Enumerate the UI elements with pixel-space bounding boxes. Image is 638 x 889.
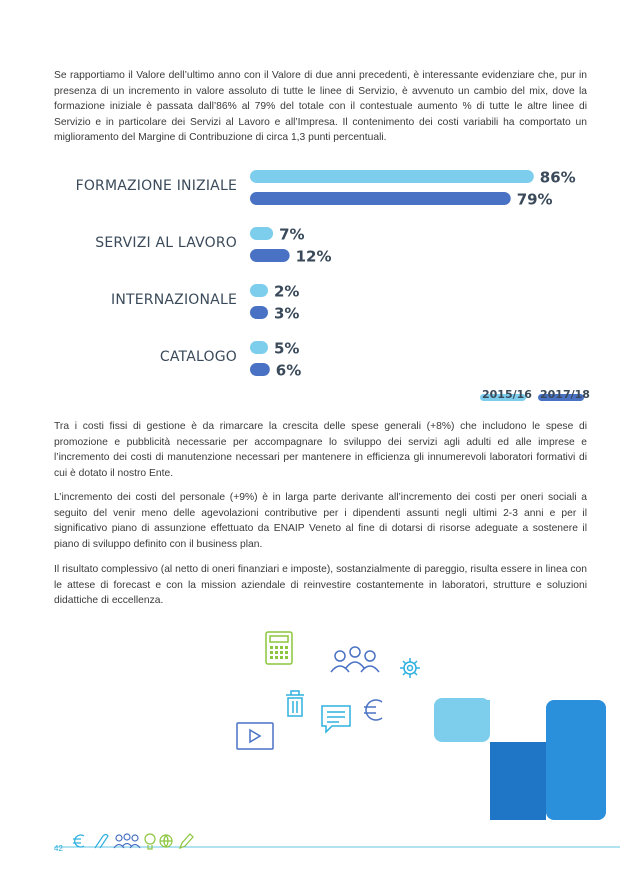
paperclip-icon: [94, 833, 109, 849]
bar-2015-16: [250, 170, 534, 183]
deco-square-light-bottom: [434, 742, 490, 820]
value-label: 12%: [296, 248, 332, 266]
legend-swatch: [480, 394, 526, 401]
value-label: 86%: [540, 169, 576, 187]
category-label: CATALOGO: [160, 349, 237, 365]
trash-icon: [286, 690, 304, 717]
paragraph-personnel-costs: L’incremento dei costi del personale (+9…: [54, 492, 587, 550]
page-number: 42: [54, 844, 63, 853]
value-label: 5%: [274, 340, 299, 358]
bar-chart: FORMAZIONE INIZIALE SERVIZI AL LAVORO INTE…: [76, 169, 590, 401]
play-icon: [236, 722, 274, 750]
value-label: 2%: [274, 283, 299, 301]
legend-label: 2015/16: [482, 388, 532, 401]
value-label: 7%: [279, 226, 304, 244]
people-icon: [113, 833, 141, 849]
legend-label: 2017/18: [540, 388, 590, 401]
category-label: SERVIZI AL LAVORO: [95, 235, 237, 251]
category-label: FORMAZIONE INIZIALE: [76, 178, 237, 194]
bar-2017-18: [250, 363, 270, 376]
legend-swatch: [538, 394, 584, 401]
bar-2017-18: [250, 249, 290, 262]
people-group-icon: [330, 646, 380, 673]
bar-2015-16: [250, 284, 268, 297]
value-label: 3%: [274, 305, 299, 323]
page-footer: 42: [54, 833, 620, 853]
category-label: INTERNAZIONALE: [111, 292, 237, 308]
euro-icon: [364, 699, 383, 721]
deco-square-light-top: [434, 698, 490, 742]
bar-2015-16: [250, 227, 274, 240]
bar-2015-16: [250, 341, 268, 354]
globe-icon: [159, 834, 173, 849]
euro-icon: [73, 834, 85, 848]
paragraph-result: Il risultato complessivo (al netto di on…: [54, 564, 587, 607]
bar-2017-18: [250, 192, 511, 205]
gear-icon: [400, 658, 420, 678]
calculator-icon: [265, 631, 293, 665]
bar-2017-18: [250, 306, 268, 319]
value-label: 6%: [276, 362, 301, 380]
deco-square-dark: [490, 742, 546, 820]
lightbulb-icon: [144, 833, 156, 850]
paragraph-intro: Se rapportiamo il Valore dell’ultimo ann…: [54, 70, 587, 144]
decorative-illustration: [236, 631, 606, 820]
pencil-icon: [178, 833, 194, 850]
value-label: 79%: [517, 191, 553, 209]
paragraph-fixed-costs: Tra i costi fissi di gestione è da rimar…: [54, 421, 587, 479]
deco-square-light-right: [546, 700, 606, 820]
chat-icon: [321, 705, 351, 734]
